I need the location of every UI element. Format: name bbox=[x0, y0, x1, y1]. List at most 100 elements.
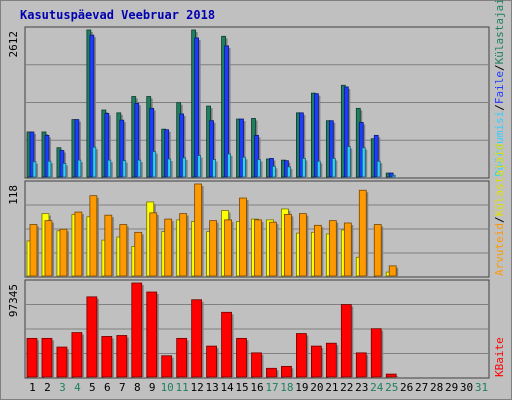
bar-visits-2-day-14-shadow bbox=[229, 155, 233, 179]
bar-kbytes-0-day-12 bbox=[191, 299, 203, 378]
x-tick-day: 16 bbox=[250, 381, 263, 394]
x-tick-day: 27 bbox=[415, 381, 428, 394]
x-tick-day: 18 bbox=[280, 381, 293, 394]
bar-visits-2-day-21-shadow bbox=[334, 160, 338, 179]
legend-label: Külastajaid bbox=[493, 144, 506, 217]
bar-kbytes-0-day-17 bbox=[266, 367, 277, 378]
bar-hosts-1-day-24 bbox=[373, 224, 382, 277]
bar-kbytes-0-day-4 bbox=[71, 332, 83, 378]
bar-visits-2-day-17 bbox=[272, 165, 276, 178]
bar-visits-2-day-10 bbox=[167, 158, 172, 178]
bar-kbytes-0-day-15 bbox=[236, 337, 247, 378]
x-tick-day: 29 bbox=[445, 381, 458, 394]
x-tick-day: 24 bbox=[370, 381, 384, 394]
x-tick-day: 28 bbox=[430, 381, 443, 394]
bar-visits-1-day-9 bbox=[149, 107, 155, 178]
bar-hosts-1-day-22 bbox=[343, 222, 352, 277]
bar-visits-1-day-16 bbox=[254, 134, 259, 178]
bar-kbytes-0-day-6 bbox=[101, 336, 113, 378]
x-tick-day: 7 bbox=[119, 381, 126, 394]
x-tick-day: 22 bbox=[340, 381, 353, 394]
bar-hosts-1-day-20 bbox=[313, 224, 322, 277]
bar-visits-2-day-22 bbox=[346, 146, 351, 178]
panel-hosts: 118 Arvuteid/Külastajaid bbox=[7, 144, 506, 278]
bar-kbytes-0-day-10 bbox=[161, 355, 173, 378]
bar-visits-2-day-25 bbox=[391, 174, 396, 178]
bar-visits-1-day-14 bbox=[224, 45, 229, 178]
x-tick-day: 12 bbox=[191, 381, 204, 394]
bar-visits-2-day-15-shadow bbox=[244, 159, 248, 179]
bar-visits-1-day-6 bbox=[104, 113, 110, 178]
bar-visits-1-day-12 bbox=[194, 37, 200, 178]
legend-label: Faile bbox=[493, 71, 506, 104]
bar-hosts-1-day-21 bbox=[328, 220, 337, 277]
bar-visits-2-day-23 bbox=[361, 147, 366, 178]
bar-hosts-1-day-25 bbox=[388, 265, 397, 277]
bar-visits-2-day-18-shadow bbox=[289, 168, 293, 179]
bar-kbytes-0-day-16 bbox=[251, 352, 262, 378]
bar-visits-1-day-7 bbox=[119, 119, 125, 178]
legend-label: / bbox=[493, 64, 506, 71]
bar-visits-1-day-8 bbox=[134, 102, 140, 178]
x-tick-day: 30 bbox=[460, 381, 473, 394]
bar-kbytes-0-day-13 bbox=[206, 345, 217, 378]
legend-label: Külastajaid bbox=[493, 0, 506, 64]
bar-visits-2-day-12-shadow bbox=[199, 157, 203, 179]
bar-visits-2-day-5 bbox=[92, 146, 97, 178]
x-tick-day: 25 bbox=[385, 381, 398, 394]
bar-visits-2-day-23-shadow bbox=[364, 149, 368, 179]
bar-kbytes-0-day-20 bbox=[310, 345, 322, 378]
legend-label: Pöördumisi bbox=[493, 111, 506, 177]
bar-visits-2-day-19-shadow bbox=[304, 160, 308, 179]
bar-visits-2-day-19 bbox=[302, 158, 306, 178]
bar-hosts-1-day-5 bbox=[89, 195, 98, 277]
x-tick-day: 19 bbox=[295, 381, 308, 394]
bar-kbytes-0-day-22 bbox=[340, 304, 352, 378]
bar-visits-2-day-20 bbox=[316, 160, 321, 178]
bar-visits-1-day-13 bbox=[209, 120, 214, 178]
bar-visits-2-day-21 bbox=[331, 158, 336, 178]
bar-visits-1-day-2 bbox=[44, 134, 50, 178]
bar-visits-2-day-15 bbox=[242, 156, 246, 178]
bar-kbytes-0-day-8 bbox=[131, 282, 143, 378]
x-tick-day: 11 bbox=[176, 381, 189, 394]
x-tick-day: 9 bbox=[149, 381, 156, 394]
x-tick-labels: 1 2 3 4 5 6 7 8 9 10 11 12 13 14 15 16 17 18 19 20 21 22 23 24 2… bbox=[29, 381, 488, 394]
x-tick-day: 21 bbox=[325, 381, 338, 394]
bar-kbytes-0-day-14 bbox=[221, 311, 232, 378]
x-tick-day: 3 bbox=[59, 381, 66, 394]
bar-visits-2-day-7 bbox=[122, 160, 127, 178]
bar-visits-2-day-11-shadow bbox=[184, 159, 188, 179]
bar-hosts-1-day-6 bbox=[104, 214, 113, 277]
bar-hosts-1-day-7 bbox=[119, 224, 128, 277]
panel-max-label: 97345 bbox=[7, 284, 20, 317]
x-tick-day: 5 bbox=[89, 381, 96, 394]
bar-visits-2-day-3 bbox=[62, 163, 67, 178]
bar-visits-2-day-1 bbox=[32, 161, 37, 178]
x-tick-day: 31 bbox=[475, 381, 488, 394]
bar-visits-2-day-6-shadow bbox=[109, 162, 113, 179]
bar-hosts-1-day-12 bbox=[194, 183, 203, 277]
bar-kbytes-0-day-7 bbox=[116, 335, 128, 378]
bar-kbytes-0-day-21 bbox=[325, 342, 337, 378]
bar-visits-2-day-4-shadow bbox=[79, 162, 83, 179]
bar-hosts-1-day-14 bbox=[224, 219, 232, 277]
bar-hosts-1-day-16 bbox=[254, 219, 262, 277]
bar-visits-2-day-24 bbox=[376, 160, 381, 178]
panel-max-label: 118 bbox=[7, 185, 20, 205]
bar-visits-2-day-2-shadow bbox=[49, 163, 53, 179]
bar-kbytes-0-day-25 bbox=[385, 373, 397, 378]
bar-kbytes-0-day-3 bbox=[56, 346, 68, 378]
bar-hosts-1-day-17 bbox=[269, 221, 277, 277]
bar-visits-2-day-4 bbox=[77, 159, 82, 178]
x-tick-day: 10 bbox=[161, 381, 174, 394]
bar-visits-2-day-12 bbox=[197, 155, 202, 178]
bar-visits-1-day-21 bbox=[328, 120, 334, 178]
bar-visits-2-day-3-shadow bbox=[64, 165, 68, 179]
panel-kbytes: 97345 KBaite bbox=[7, 279, 506, 379]
bar-kbytes-0-day-11 bbox=[176, 337, 188, 378]
bar-kbytes-0-day-23 bbox=[355, 352, 367, 378]
bar-visits-2-day-25-shadow bbox=[394, 177, 398, 179]
bar-visits-2-day-1-shadow bbox=[35, 163, 38, 179]
